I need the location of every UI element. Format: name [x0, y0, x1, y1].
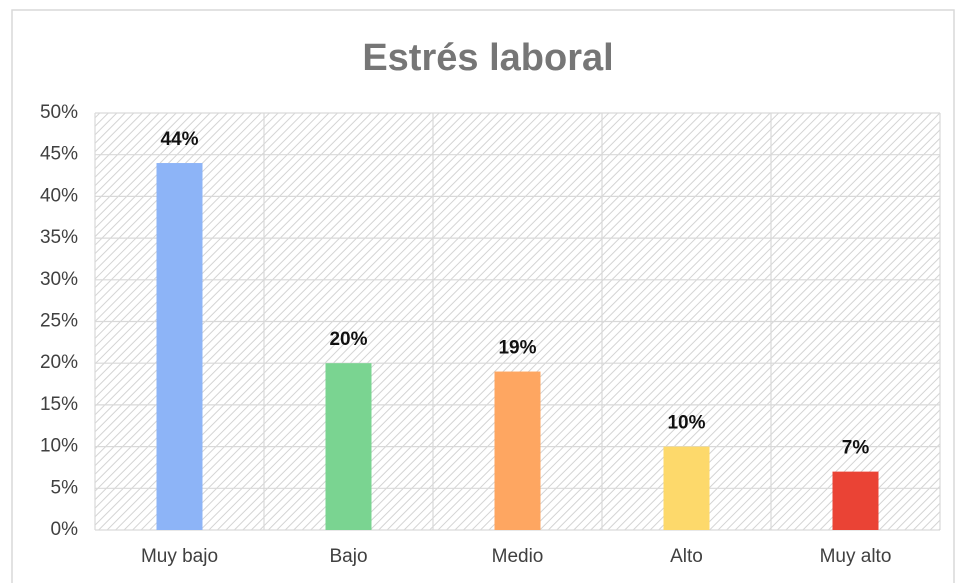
y-tick-label: 50%	[40, 102, 78, 123]
x-tick-label: Bajo	[329, 546, 367, 567]
data-label: 10%	[667, 413, 705, 434]
y-tick-label: 30%	[40, 269, 78, 290]
bar	[156, 163, 203, 531]
y-tick-label: 45%	[40, 144, 78, 165]
bar	[663, 446, 710, 530]
data-label: 19%	[498, 338, 536, 359]
x-tick-label: Muy bajo	[141, 546, 218, 567]
bar	[325, 363, 372, 530]
y-tick-label: 40%	[40, 185, 78, 206]
data-label: 44%	[160, 129, 198, 150]
y-tick-label: 25%	[40, 311, 78, 332]
data-label: 7%	[842, 438, 870, 459]
y-tick-label: 35%	[40, 227, 78, 248]
y-tick-label: 5%	[51, 477, 79, 498]
bar	[494, 371, 541, 530]
y-tick-label: 20%	[40, 352, 78, 373]
x-tick-label: Muy alto	[820, 546, 892, 567]
y-tick-label: 0%	[51, 519, 79, 540]
x-tick-label: Medio	[492, 546, 544, 567]
x-tick-label: Alto	[670, 546, 703, 567]
data-label: 20%	[329, 329, 367, 350]
bar	[832, 471, 879, 530]
chart-title: Estrés laboral	[362, 37, 613, 79]
y-tick-label: 10%	[40, 436, 78, 457]
y-tick-label: 15%	[40, 394, 78, 415]
